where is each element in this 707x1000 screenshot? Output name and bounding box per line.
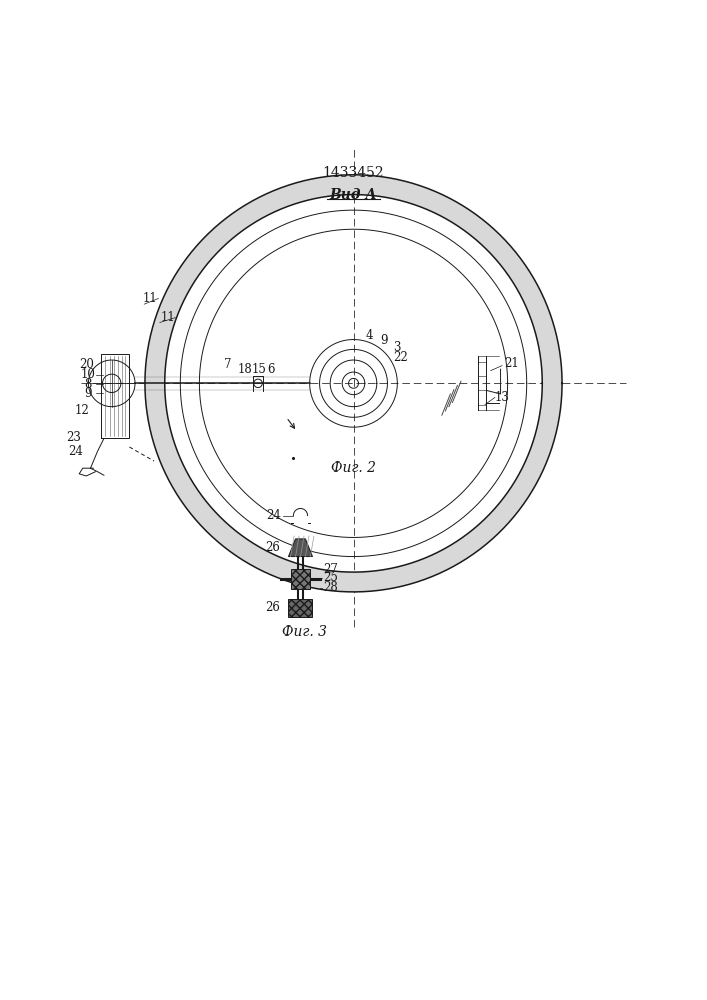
Text: 6: 6 — [268, 363, 275, 376]
Polygon shape — [288, 599, 312, 617]
Polygon shape — [145, 175, 562, 592]
Text: 1433452: 1433452 — [322, 166, 385, 180]
Text: 7: 7 — [224, 358, 231, 371]
Text: 12: 12 — [75, 404, 89, 417]
Text: 8: 8 — [85, 378, 92, 391]
Text: Фиг. 2: Фиг. 2 — [331, 461, 376, 475]
Text: 24: 24 — [266, 509, 281, 522]
Text: Вид А: Вид А — [329, 188, 378, 202]
Text: 10: 10 — [81, 368, 96, 381]
Text: 3: 3 — [394, 341, 401, 354]
Text: 11: 11 — [143, 292, 157, 305]
Text: 9: 9 — [85, 387, 92, 400]
Polygon shape — [291, 569, 310, 589]
Text: 26: 26 — [264, 541, 280, 554]
Text: 18: 18 — [238, 363, 252, 376]
Text: 4: 4 — [366, 329, 373, 342]
Text: 27: 27 — [323, 563, 338, 576]
Text: 9: 9 — [380, 334, 387, 347]
Text: 21: 21 — [504, 357, 518, 370]
Text: 22: 22 — [393, 351, 407, 364]
Text: 11: 11 — [160, 311, 175, 324]
Text: Фиг. 3: Фиг. 3 — [281, 625, 327, 639]
Text: 26: 26 — [264, 601, 280, 614]
Text: 13: 13 — [494, 391, 510, 404]
Text: 23: 23 — [66, 431, 81, 444]
Text: 28: 28 — [323, 581, 338, 594]
Text: 25: 25 — [323, 571, 338, 584]
Polygon shape — [288, 539, 312, 557]
Text: 24: 24 — [68, 445, 83, 458]
Text: 15: 15 — [251, 363, 267, 376]
Text: 20: 20 — [79, 358, 95, 371]
